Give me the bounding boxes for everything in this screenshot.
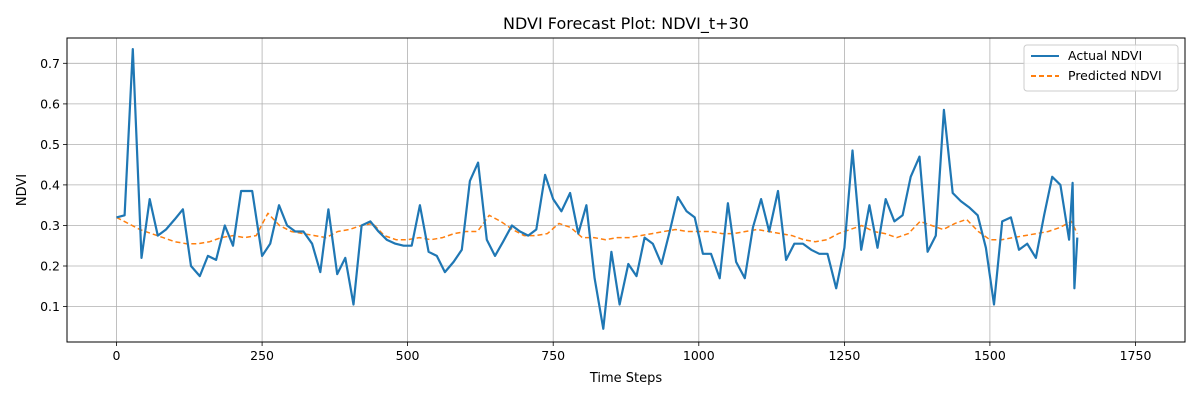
y-tick-label: 0.4 <box>40 177 60 192</box>
y-tick-label: 0.3 <box>40 218 60 233</box>
legend-actual-label: Actual NDVI <box>1068 48 1142 63</box>
y-tick-label: 0.2 <box>40 259 60 274</box>
y-tick-label: 0.5 <box>40 137 60 152</box>
legend-predicted-label: Predicted NDVI <box>1068 68 1162 83</box>
series-layer <box>116 48 1079 330</box>
predicted-ndvi-line <box>116 212 1078 245</box>
y-tick-label: 0.6 <box>40 96 60 111</box>
legend-box <box>1023 44 1179 92</box>
y-tick-label: 0.7 <box>40 56 60 71</box>
actual-ndvi-line <box>116 48 1079 330</box>
y-tick-label: 0.1 <box>40 299 60 314</box>
legend: Actual NDVI Predicted NDVI <box>1023 44 1179 92</box>
x-tick-label: 500 <box>396 348 420 363</box>
y-axis-label: NDVI <box>15 174 30 206</box>
x-axis-ticks: 0 250 500 750 1000 1250 1500 1750 <box>113 342 1152 363</box>
x-tick-label: 750 <box>541 348 565 363</box>
y-axis-ticks: 0.1 0.2 0.3 0.4 0.5 0.6 0.7 <box>40 56 67 314</box>
x-tick-label: 250 <box>250 348 274 363</box>
x-tick-label: 1250 <box>828 348 860 363</box>
x-tick-label: 1500 <box>974 348 1006 363</box>
plot-frame <box>66 37 1186 343</box>
x-axis-label: Time Steps <box>589 371 663 386</box>
x-tick-label: 1000 <box>683 348 715 363</box>
chart-title: NDVI Forecast Plot: NDVI_t+30 <box>503 14 749 34</box>
x-tick-label: 1750 <box>1120 348 1152 363</box>
x-tick-label: 0 <box>113 348 121 363</box>
